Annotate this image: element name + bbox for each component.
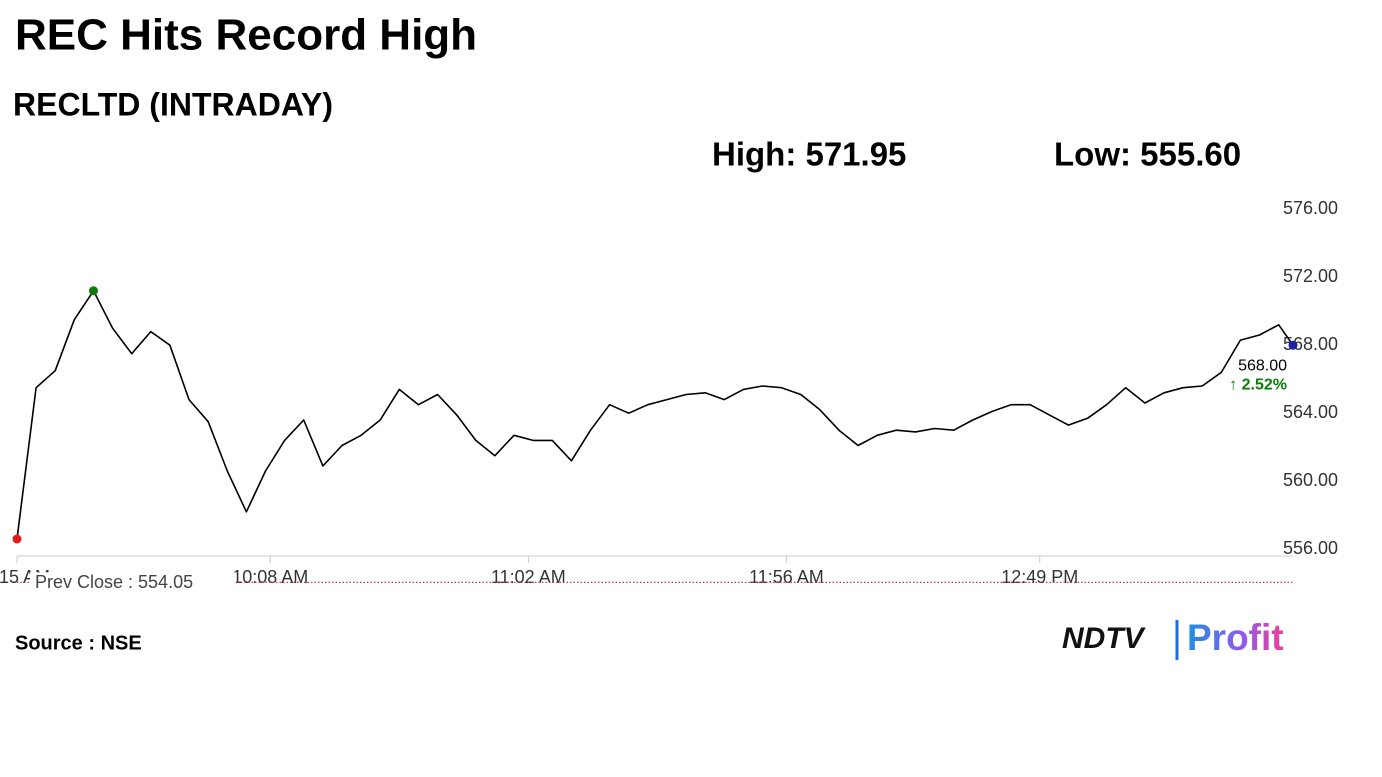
- prev-close-bg: [30, 572, 236, 593]
- chart-title: REC Hits Record High: [15, 11, 477, 60]
- x-tick-label: 11:02 AM: [491, 567, 566, 587]
- change-label: ↑ 2.52%: [1229, 376, 1287, 393]
- x-tick-label: 12:49 PM: [1001, 567, 1078, 587]
- y-tick-label: 564.00: [1283, 402, 1338, 422]
- first-point: [12, 534, 22, 544]
- y-tick-label: 576.00: [1283, 198, 1338, 218]
- y-tick-label: 556.00: [1283, 538, 1338, 558]
- last-label-bg: [1233, 355, 1289, 376]
- logo-right: Profit: [1187, 617, 1284, 658]
- y-tick-label: 560.00: [1283, 470, 1338, 490]
- low-label: Low: 555.60: [1054, 136, 1241, 173]
- last-value-label: 568.00: [1238, 357, 1287, 374]
- price-line: [16, 290, 1294, 540]
- high-point: [88, 286, 98, 296]
- high-label: High: 571.95: [712, 136, 906, 173]
- prev-close-label: Prev Close : 554.05: [35, 572, 193, 592]
- y-tick-label: 572.00: [1283, 266, 1338, 286]
- last-point: [1288, 340, 1298, 350]
- x-tick-label: 11:56 AM: [749, 567, 824, 587]
- source: Source : NSE: [15, 632, 142, 654]
- logo-left: NDTV: [1062, 622, 1147, 655]
- x-tick-label: 10:08 AM: [232, 567, 308, 587]
- y-tick-label: 568.00: [1283, 334, 1338, 354]
- chart-subtitle: RECLTD (INTRADAY): [13, 86, 333, 122]
